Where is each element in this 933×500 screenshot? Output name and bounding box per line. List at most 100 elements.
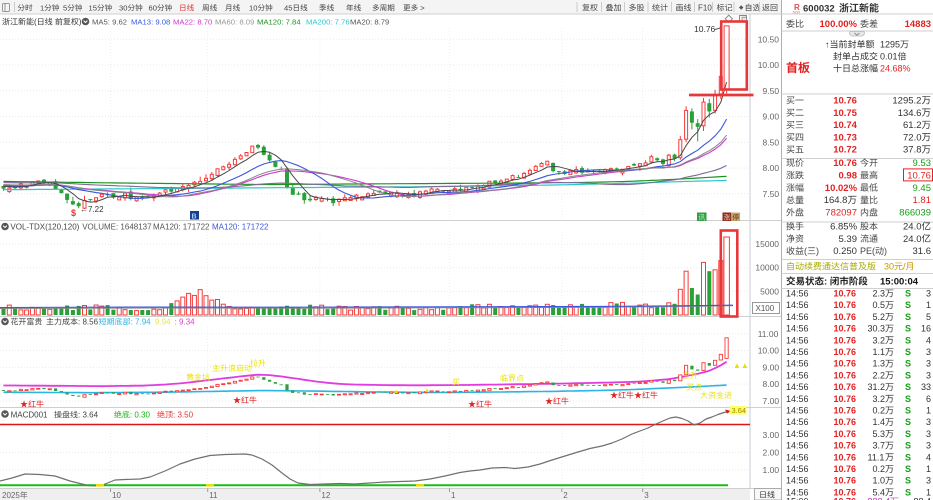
svg-text:: 3.64: : 3.64 (78, 411, 99, 420)
svg-text:3: 3 (926, 417, 931, 427)
svg-text:14:56: 14:56 (786, 312, 809, 322)
svg-text:3: 3 (926, 476, 931, 486)
svg-text:14:56: 14:56 (786, 417, 809, 427)
svg-text:2.3: 2.3 (873, 289, 886, 299)
svg-text:37.8: 37.8 (903, 145, 922, 156)
svg-text:6: 6 (926, 394, 931, 404)
svg-text:5: 5 (926, 312, 931, 322)
svg-text:: 8.56: : 8.56 (78, 318, 99, 327)
svg-text:600032: 600032 (803, 4, 835, 15)
svg-text:MA20: 8.79: MA20: 8.79 (350, 18, 389, 27)
svg-text:1.4: 1.4 (873, 417, 886, 427)
svg-text:9.00: 9.00 (763, 112, 780, 122)
svg-text:3.64: 3.64 (732, 406, 747, 415)
svg-text:16: 16 (921, 324, 931, 334)
svg-text:VOLUME: 1648137: VOLUME: 1648137 (82, 223, 152, 232)
svg-text:S: S (905, 487, 911, 497)
svg-text:S: S (905, 394, 911, 404)
svg-text:3: 3 (926, 429, 931, 439)
svg-text:5.3: 5.3 (873, 429, 886, 439)
svg-text:B: B (192, 213, 197, 220)
svg-text:MA5: 9.62: MA5: 9.62 (92, 18, 127, 27)
svg-text:10.76: 10.76 (834, 359, 857, 369)
svg-text:10.76: 10.76 (834, 441, 857, 451)
svg-text:5: 5 (63, 4, 67, 13)
svg-text:10.76: 10.76 (834, 347, 857, 357)
svg-text:14:56: 14:56 (786, 452, 809, 462)
svg-text:4: 4 (926, 452, 931, 462)
svg-text:10.76: 10.76 (694, 24, 716, 34)
svg-text:1: 1 (926, 406, 931, 416)
svg-text:5.4: 5.4 (873, 487, 886, 497)
svg-text:▲▲: ▲▲ (733, 361, 749, 370)
svg-text:MA60: 8.09: MA60: 8.09 (215, 18, 254, 27)
svg-text:PE(: PE( (860, 246, 875, 256)
svg-text:10.74: 10.74 (833, 120, 857, 131)
svg-text:VOL-TDX(120,120): VOL-TDX(120,120) (10, 223, 79, 232)
svg-text:9.94: 9.94 (155, 318, 171, 327)
svg-text:24.68%: 24.68% (880, 64, 911, 74)
svg-text:30: 30 (884, 262, 894, 272)
svg-text:3.2: 3.2 (873, 335, 886, 345)
svg-text:31.6: 31.6 (913, 246, 932, 257)
svg-text:134.6: 134.6 (898, 108, 922, 119)
svg-text:10.76: 10.76 (834, 370, 857, 380)
svg-text:14:56: 14:56 (786, 464, 809, 474)
svg-text:10.76: 10.76 (834, 417, 857, 427)
svg-text:30.3: 30.3 (868, 324, 886, 334)
svg-text:14:56: 14:56 (786, 476, 809, 486)
svg-text:3: 3 (926, 359, 931, 369)
svg-text:MACD001: MACD001 (11, 411, 48, 420)
svg-text:): ) (79, 18, 82, 27)
svg-text:11: 11 (209, 491, 218, 500)
svg-text:1: 1 (926, 300, 931, 310)
svg-text:14:56: 14:56 (786, 300, 809, 310)
svg-text:3: 3 (644, 491, 649, 500)
svg-text:14883: 14883 (905, 19, 931, 30)
svg-text:10.73: 10.73 (833, 132, 857, 143)
svg-text:0.5: 0.5 (873, 300, 886, 310)
svg-text:14:56: 14:56 (786, 359, 809, 369)
svg-text:S: S (905, 476, 911, 486)
svg-text:: 0.30: : 0.30 (130, 411, 151, 420)
svg-text:8.00: 8.00 (763, 379, 780, 389)
svg-text:10.76: 10.76 (834, 312, 857, 322)
svg-text:10.00: 10.00 (758, 346, 780, 356)
svg-text:11.1: 11.1 (868, 452, 885, 462)
svg-text:2: 2 (563, 491, 568, 500)
svg-text:MA13: 9.08: MA13: 9.08 (131, 18, 170, 27)
svg-text:10.00: 10.00 (758, 60, 780, 70)
svg-text:10.76: 10.76 (834, 335, 857, 345)
svg-text:0.250: 0.250 (833, 246, 857, 257)
svg-text:1.0: 1.0 (873, 476, 886, 486)
svg-text:14:56: 14:56 (786, 347, 809, 357)
svg-text:X100: X100 (756, 304, 775, 313)
svg-text:10: 10 (112, 491, 121, 500)
svg-text:30: 30 (119, 4, 127, 13)
svg-text:100.00%: 100.00% (820, 19, 858, 30)
svg-text:5.2: 5.2 (873, 312, 886, 322)
svg-text:14:56: 14:56 (786, 382, 809, 392)
svg-text:10.76: 10.76 (834, 289, 857, 299)
svg-text:14:56: 14:56 (786, 487, 809, 497)
svg-text:10.76: 10.76 (834, 476, 857, 486)
svg-text:7.00: 7.00 (763, 396, 780, 406)
svg-text:14:56: 14:56 (786, 394, 809, 404)
svg-text:F10: F10 (698, 4, 712, 13)
svg-text:3: 3 (926, 289, 931, 299)
svg-text:3.00: 3.00 (763, 430, 780, 440)
svg-text:$: $ (71, 208, 76, 218)
svg-text:10.76: 10.76 (834, 487, 857, 497)
svg-text:15000: 15000 (755, 239, 779, 249)
svg-text:1.00: 1.00 (763, 465, 780, 475)
svg-text:S: S (905, 382, 911, 392)
svg-text:1.81: 1.81 (913, 195, 932, 206)
svg-text:10.76: 10.76 (834, 452, 857, 462)
svg-text:9.00: 9.00 (763, 362, 780, 372)
svg-text:1295.2: 1295.2 (892, 96, 921, 107)
svg-text:10.75: 10.75 (833, 108, 857, 119)
svg-text:1: 1 (40, 4, 44, 13)
svg-text:1295: 1295 (880, 40, 900, 50)
svg-text:▲: ▲ (393, 389, 399, 395)
svg-text:MA200: 7.76: MA200: 7.76 (306, 18, 350, 27)
